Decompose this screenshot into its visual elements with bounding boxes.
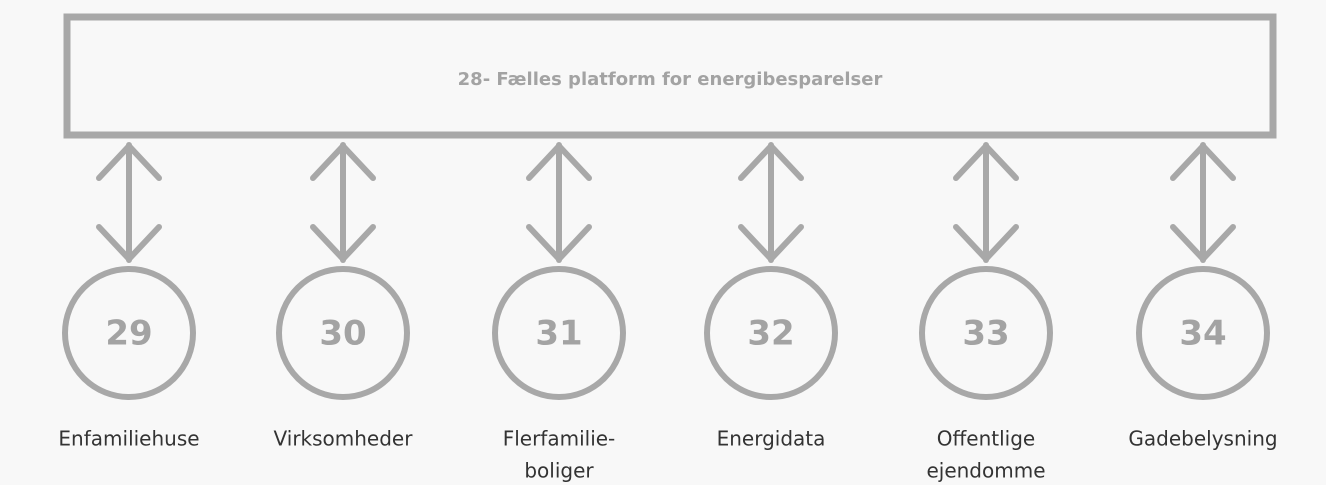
node-circle [704,266,838,400]
node-circle [492,266,626,400]
node-number: 29 [105,314,152,354]
node-circle [276,266,410,400]
node-number: 32 [747,314,794,354]
arrow-head [310,143,376,181]
arrow-head [953,224,1019,262]
arrow-head [96,143,162,181]
node-label: ejendomme [926,459,1045,483]
node-circle [919,266,1053,400]
node-label: Energidata [717,427,826,451]
node-number: 31 [535,314,582,354]
node-number: 30 [319,314,366,354]
node-label: Virksomheder [274,427,414,451]
node-label: Flerfamilie- [503,427,616,451]
platform-box [63,13,1277,139]
arrow-head [738,224,804,262]
node-label: boliger [524,459,594,483]
arrow-head [310,224,376,262]
node-circle [1136,266,1270,400]
arrow-head [1170,143,1236,181]
node-number: 33 [962,314,1009,354]
node-circle [62,266,196,400]
arrow-head [953,143,1019,181]
node-label: Enfamiliehuse [58,427,199,451]
node-label: Offentlige [937,427,1035,451]
arrow-head [526,224,592,262]
node-number: 34 [1179,314,1226,354]
arrow-head [526,143,592,181]
platform-title: 28- Fælles platform for energibesparelse… [458,69,883,90]
arrow-head [1170,224,1236,262]
node-label: Gadebelysning [1128,427,1277,451]
arrow-head [96,224,162,262]
arrow-head [738,143,804,181]
